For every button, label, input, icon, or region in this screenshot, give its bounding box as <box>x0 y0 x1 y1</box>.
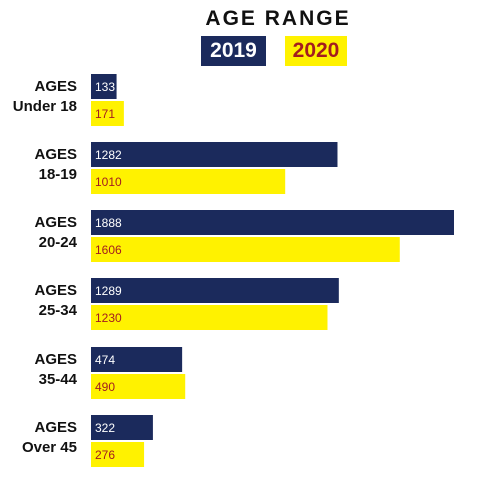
category-label-line: AGES <box>34 282 77 299</box>
category-label: AGES 35-44 <box>34 351 77 388</box>
bar-2019 <box>91 142 338 167</box>
data-label-2020: 490 <box>95 380 115 394</box>
category-label-line: 18-19 <box>39 166 77 183</box>
category-label-line: 35-44 <box>39 371 78 388</box>
bar-2019 <box>91 210 454 235</box>
data-label-2020: 276 <box>95 448 115 462</box>
data-label-2019: 1289 <box>95 284 122 298</box>
bar-2020 <box>91 305 328 330</box>
data-label-2019: 1888 <box>95 216 122 230</box>
data-label-2020: 171 <box>95 107 115 121</box>
category-label: AGES Over 45 <box>22 419 77 456</box>
category-label: AGES 25-34 <box>34 282 77 319</box>
bar-2019 <box>91 415 153 440</box>
bar-2020 <box>91 442 145 467</box>
bar-2019 <box>91 278 339 303</box>
category-label-line: 25-34 <box>39 302 78 319</box>
legend-2020: 2020 <box>285 36 347 66</box>
category-label: AGES 20-24 <box>34 214 77 251</box>
category-label-line: 20-24 <box>39 234 78 251</box>
bar-2020 <box>91 101 124 126</box>
category-label: AGES Under 18 <box>13 78 77 115</box>
category-label-line: Under 18 <box>13 98 77 115</box>
bar-2020 <box>91 374 186 399</box>
bar-2020 <box>91 237 400 262</box>
legend-2019: 2019 <box>201 36 266 66</box>
category-label-line: AGES <box>34 419 77 436</box>
data-label-2020: 1010 <box>95 175 122 189</box>
data-label-2019: 133 <box>95 80 115 94</box>
category-label-line: AGES <box>34 214 77 231</box>
bar-2019 <box>91 74 117 99</box>
data-label-2019: 474 <box>95 353 115 367</box>
category-label-line: Over 45 <box>22 439 77 456</box>
category-label: AGES 18-19 <box>34 146 77 183</box>
category-label-line: AGES <box>34 146 77 163</box>
data-label-2019: 322 <box>95 421 115 435</box>
data-label-2019: 1282 <box>95 148 122 162</box>
bar-2020 <box>91 169 286 194</box>
category-label-line: AGES <box>34 351 77 368</box>
category-label-line: AGES <box>34 78 77 95</box>
data-label-2020: 1230 <box>95 311 122 325</box>
data-label-2020: 1606 <box>95 243 122 257</box>
chart-title: AGE RANGE <box>205 7 351 30</box>
bar-2019 <box>91 347 183 372</box>
